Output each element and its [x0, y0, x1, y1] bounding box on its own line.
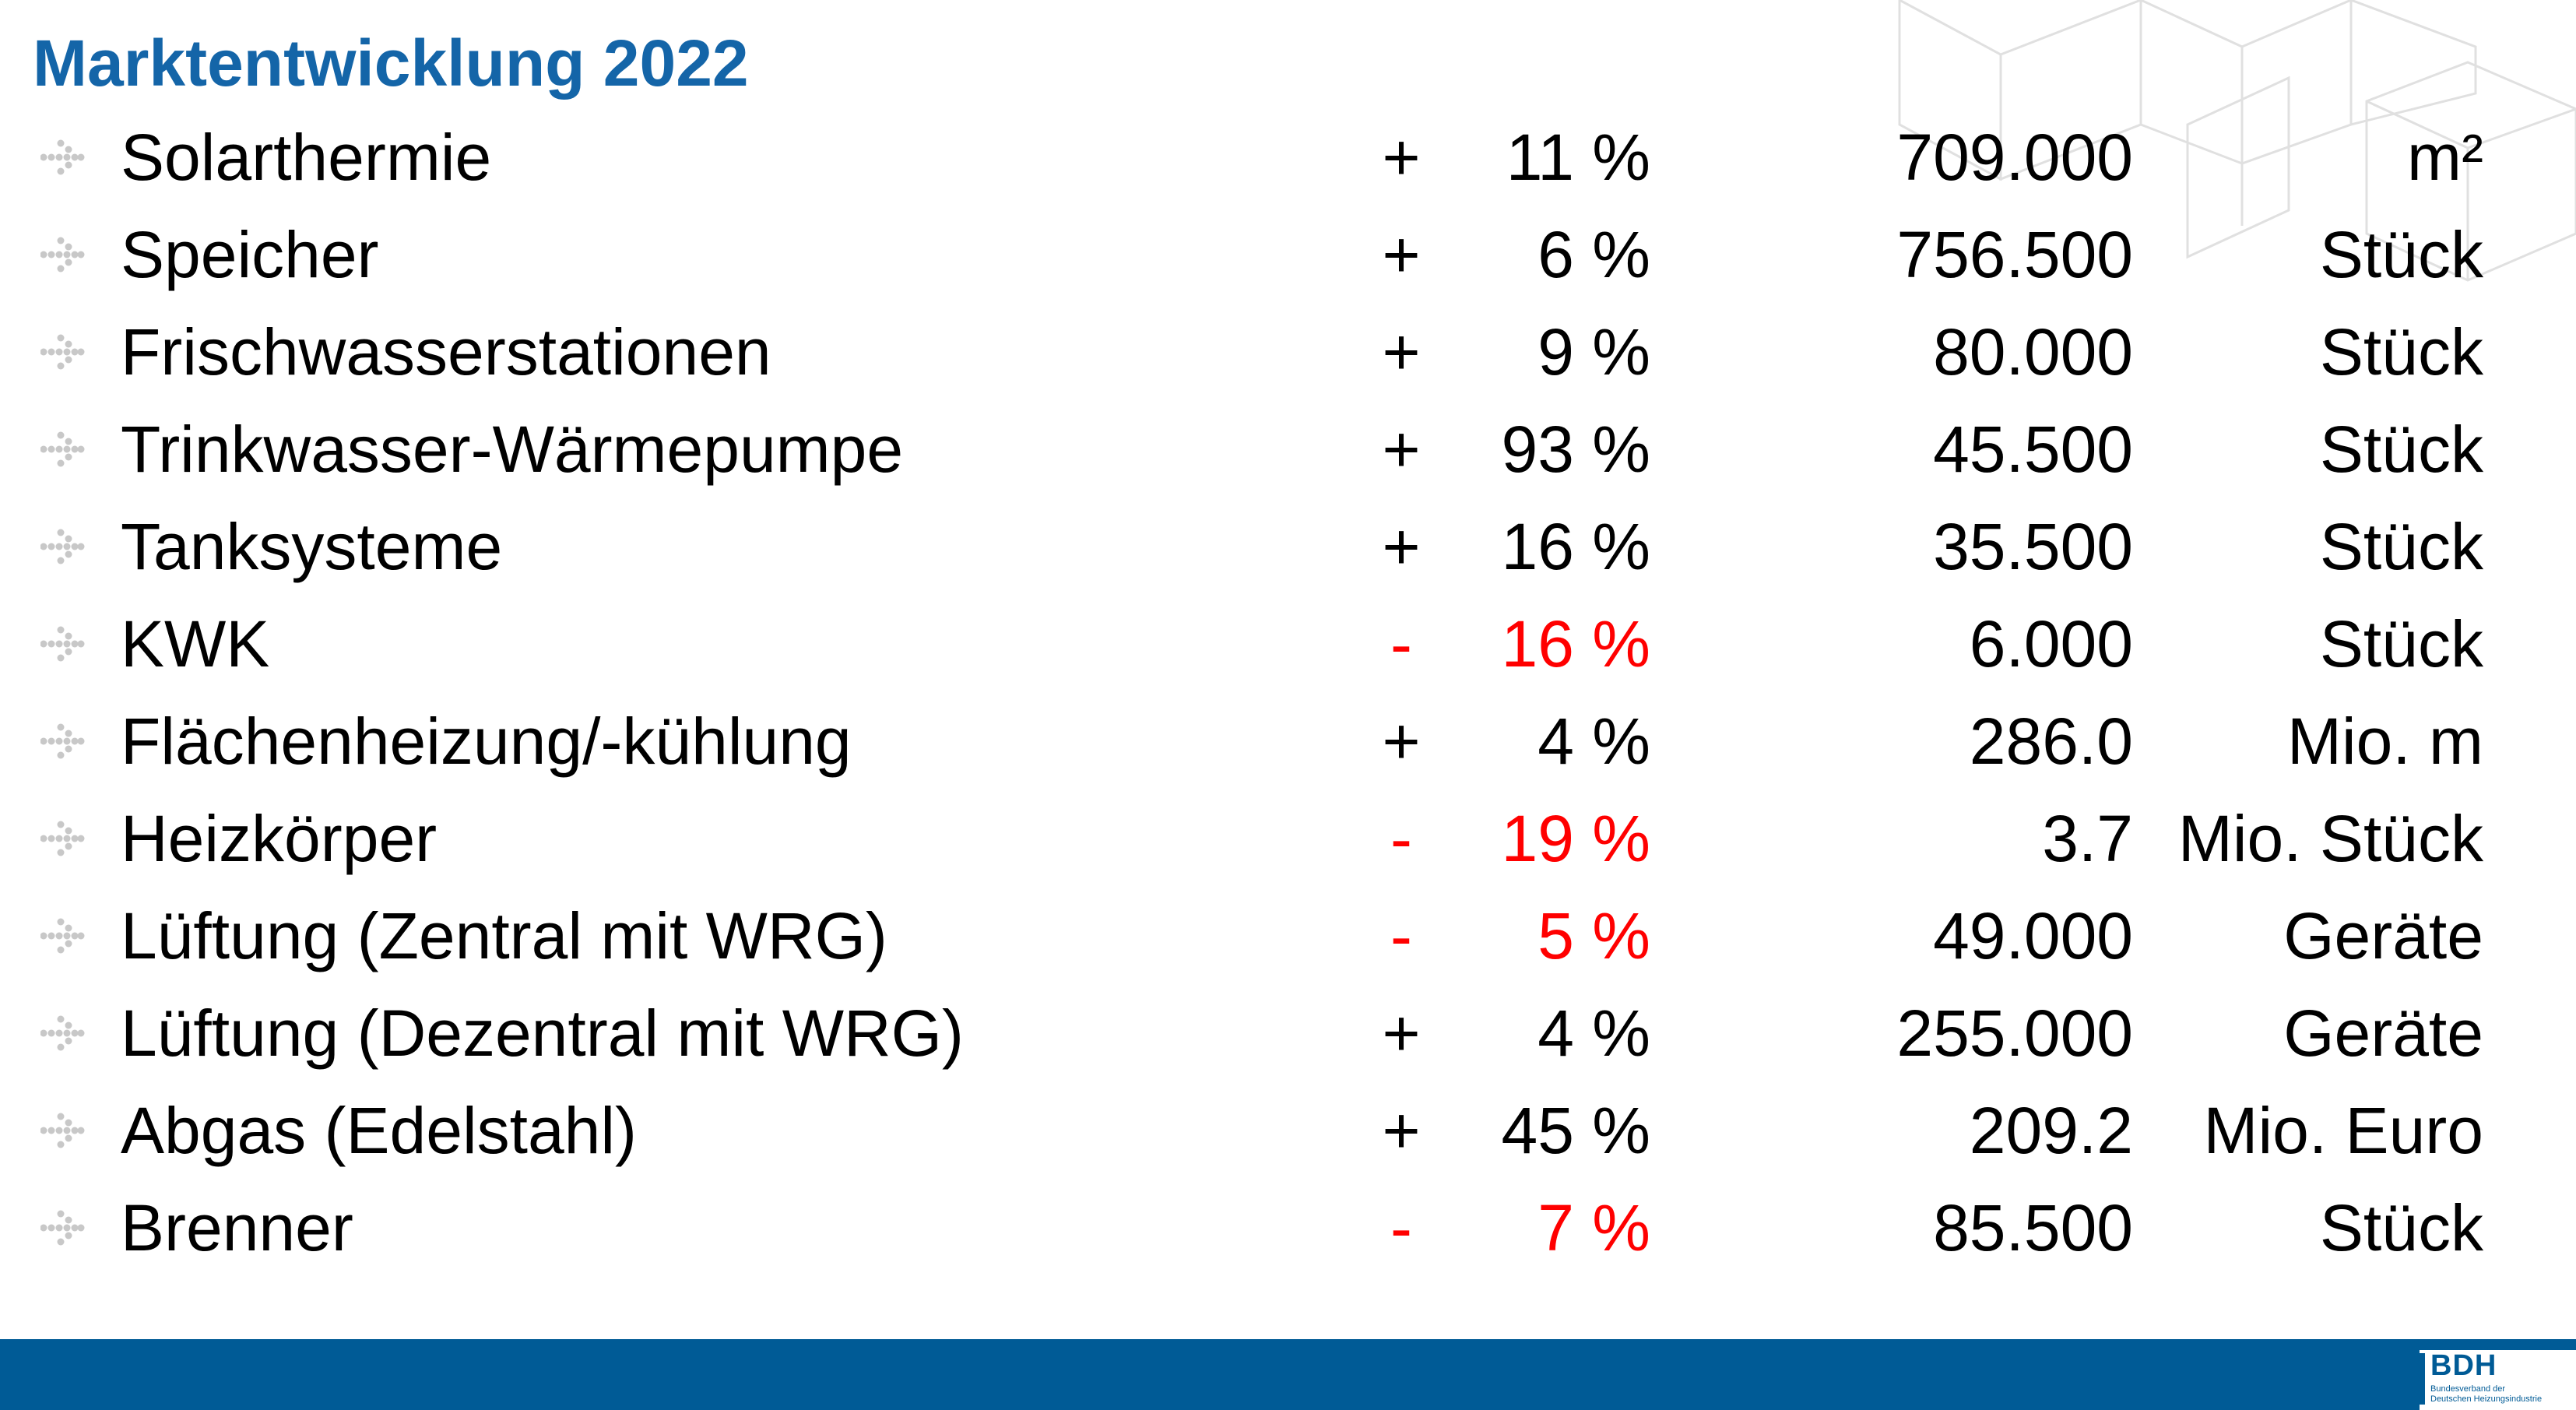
change-sign: - — [1390, 607, 1412, 680]
row-label: Lüftung (Zentral mit WRG) — [121, 899, 887, 972]
dotted-arrow-icon — [40, 1113, 85, 1148]
change-sign: + — [1382, 705, 1421, 778]
footer-bar — [0, 1339, 2576, 1410]
list-item: Speicher +6 % 756.500 Stück — [0, 206, 2576, 304]
market-volume: 286.0 — [1969, 705, 2133, 778]
market-volume: 85.500 — [1933, 1191, 2133, 1264]
change-percent: 16 % — [1501, 607, 1650, 680]
list-item: Lüftung (Dezentral mit WRG) +4 % 255.000 Ge… — [0, 985, 2576, 1082]
volume-unit: Mio. m — [2287, 705, 2483, 778]
list-item: Abgas (Edelstahl) +45 % 209.2 Mio. Euro — [0, 1082, 2576, 1180]
dotted-arrow-icon — [40, 1210, 85, 1246]
change-percent: 45 % — [1501, 1094, 1650, 1167]
row-label: Solarthermie — [121, 121, 492, 194]
change-percent: 4 % — [1538, 705, 1650, 778]
change-sign: - — [1390, 1191, 1412, 1264]
volume-unit: Stück — [2319, 510, 2483, 583]
row-label: KWK — [121, 607, 270, 680]
change-percent: 16 % — [1501, 510, 1650, 583]
row-label: Abgas (Edelstahl) — [121, 1094, 638, 1167]
change-percent: 93 % — [1501, 413, 1650, 486]
volume-unit: Mio. Euro — [2203, 1094, 2483, 1167]
bdh-logo: BDH Bundesverband der Deutschen Heizungs… — [2420, 1349, 2576, 1410]
list-item: Heizkörper - 19 % 3.7 Mio. Stück — [0, 790, 2576, 888]
volume-unit: m² — [2407, 121, 2483, 194]
change-sign: - — [1390, 899, 1412, 972]
list-item: Trinkwasser-Wärmepumpe +93 % 45.500 Stück — [0, 401, 2576, 498]
list-item: Solarthermie +11 % 709.000 m² — [0, 109, 2576, 206]
dotted-arrow-icon — [40, 431, 85, 467]
market-volume: 209.2 — [1969, 1094, 2133, 1167]
row-label: Tanksysteme — [121, 510, 503, 583]
change-percent: 7 % — [1538, 1191, 1650, 1264]
market-volume: 3.7 — [2042, 802, 2133, 875]
volume-unit: Geräte — [2283, 899, 2483, 972]
dotted-arrow-icon — [40, 918, 85, 954]
list-item: Lüftung (Zentral mit WRG) - 5 % 49.000 Gerät… — [0, 888, 2576, 985]
market-volume: 80.000 — [1933, 315, 2133, 389]
market-volume: 255.000 — [1896, 997, 2133, 1070]
row-label: Heizkörper — [121, 802, 438, 875]
volume-unit: Stück — [2319, 413, 2483, 486]
market-volume: 6.000 — [1969, 607, 2133, 680]
market-volume: 756.500 — [1896, 218, 2133, 291]
change-sign: + — [1382, 315, 1421, 389]
dotted-arrow-icon — [40, 237, 85, 273]
volume-unit: Stück — [2319, 218, 2483, 291]
volume-unit: Stück — [2319, 607, 2483, 680]
change-sign: + — [1382, 1094, 1421, 1167]
change-percent: 9 % — [1538, 315, 1650, 389]
market-volume: 49.000 — [1933, 899, 2133, 972]
change-percent: 4 % — [1538, 997, 1650, 1070]
dotted-arrow-icon — [40, 1015, 85, 1051]
row-label: Speicher — [121, 218, 379, 291]
dotted-arrow-icon — [40, 529, 85, 564]
list-item: KWK - 16 % 6.000 Stück — [0, 596, 2576, 693]
market-volume: 45.500 — [1933, 413, 2133, 486]
list-item: Frischwasserstationen +9 % 80.000 Stück — [0, 304, 2576, 401]
row-label: Frischwasserstationen — [121, 315, 771, 389]
change-percent: 11 % — [1506, 121, 1650, 194]
list-item: Tanksysteme +16 % 35.500 Stück — [0, 498, 2576, 596]
row-label: Flächenheizung/-kühlung — [121, 705, 852, 778]
page-title: Marktentwicklung 2022 — [33, 26, 749, 100]
market-volume: 35.500 — [1933, 510, 2133, 583]
change-percent: 5 % — [1538, 899, 1650, 972]
row-label: Trinkwasser-Wärmepumpe — [121, 413, 904, 486]
change-sign: + — [1382, 997, 1421, 1070]
logo-bar — [2420, 1353, 2425, 1405]
change-percent: 6 % — [1538, 218, 1650, 291]
volume-unit: Stück — [2319, 1191, 2483, 1264]
change-sign: + — [1382, 218, 1421, 291]
dotted-arrow-icon — [40, 723, 85, 759]
change-sign: + — [1382, 121, 1421, 194]
market-volume: 709.000 — [1896, 121, 2133, 194]
list-item: Flächenheizung/-kühlung +4 % 286.0 Mio. m — [0, 693, 2576, 790]
row-label: Lüftung (Dezentral mit WRG) — [121, 997, 964, 1070]
change-percent: 19 % — [1501, 802, 1650, 875]
logo-text: BDH — [2430, 1349, 2497, 1382]
change-sign: + — [1382, 413, 1421, 486]
change-sign: - — [1390, 802, 1412, 875]
change-sign: + — [1382, 510, 1421, 583]
logo-subtitle-line1: Bundesverband der — [2430, 1384, 2506, 1394]
volume-unit: Geräte — [2283, 997, 2483, 1070]
dotted-arrow-icon — [40, 139, 85, 175]
dotted-arrow-icon — [40, 626, 85, 662]
volume-unit: Mio. Stück — [2177, 802, 2483, 875]
dotted-arrow-icon — [40, 821, 85, 856]
dotted-arrow-icon — [40, 334, 85, 370]
list-item: Brenner - 7 % 85.500 Stück — [0, 1180, 2576, 1277]
row-label: Brenner — [121, 1191, 353, 1264]
logo-subtitle-line2: Deutschen Heizungsindustrie — [2430, 1394, 2543, 1404]
volume-unit: Stück — [2319, 315, 2483, 389]
cube-pattern-decoration — [1898, 0, 2576, 282]
